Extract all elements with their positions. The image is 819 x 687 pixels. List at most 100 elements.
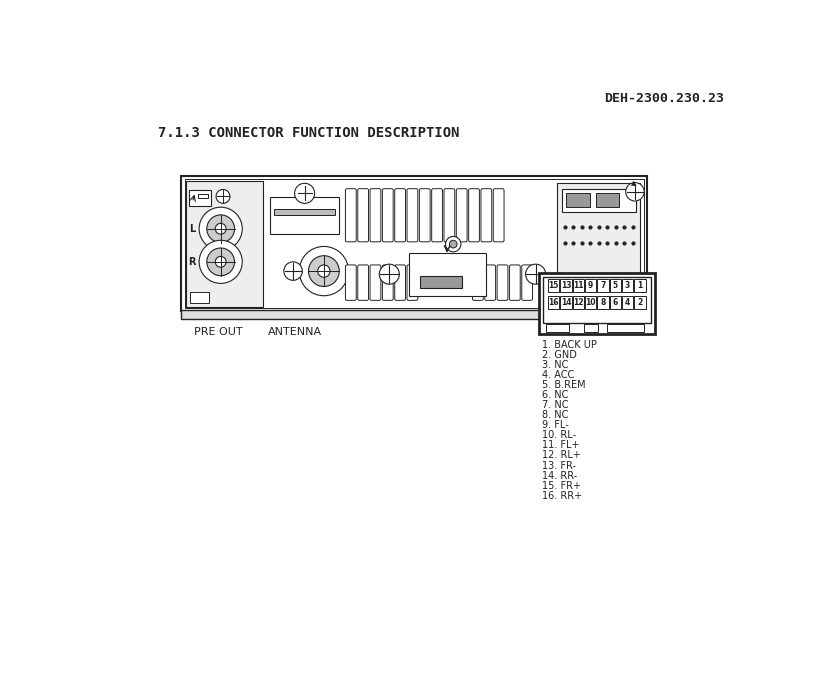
FancyBboxPatch shape [522,265,532,300]
Text: 14. RR-: 14. RR- [542,471,577,480]
FancyBboxPatch shape [407,265,418,300]
Text: 7. NC: 7. NC [542,401,568,410]
Text: 16: 16 [549,297,559,307]
Circle shape [318,265,330,278]
Circle shape [626,285,645,304]
Text: 2. GND: 2. GND [542,350,577,361]
Bar [585,279,596,292]
FancyBboxPatch shape [468,189,479,242]
Text: L: L [189,224,195,234]
Bar [567,193,590,207]
Bar [584,324,598,332]
Bar [562,189,636,212]
Bar [182,311,647,319]
Bar [560,279,572,292]
FancyBboxPatch shape [509,265,520,300]
Text: 15: 15 [549,281,559,290]
Bar [634,279,645,292]
Text: 14: 14 [561,297,572,307]
Text: 1: 1 [637,281,643,290]
Circle shape [207,215,234,243]
FancyBboxPatch shape [444,189,455,242]
Text: 16. RR+: 16. RR+ [542,491,582,501]
Text: 2: 2 [637,297,643,307]
Text: 8. NC: 8. NC [542,410,568,420]
FancyBboxPatch shape [346,189,356,242]
FancyBboxPatch shape [419,189,430,242]
Bar [186,181,263,306]
Circle shape [216,190,230,203]
Bar [560,295,572,309]
Circle shape [215,256,226,267]
FancyBboxPatch shape [382,189,393,242]
Text: PRE OUT: PRE OUT [194,326,242,337]
Bar [557,183,640,305]
Bar [597,295,609,309]
Bar [548,279,559,292]
Text: 13: 13 [561,281,572,290]
Bar [409,254,486,295]
Bar [609,279,621,292]
Text: 3. NC: 3. NC [542,361,568,370]
Bar [184,179,645,308]
Text: 8: 8 [600,297,606,307]
Text: R: R [188,257,196,267]
Text: 12: 12 [573,297,584,307]
Circle shape [626,183,645,201]
FancyBboxPatch shape [473,265,483,300]
Bar [634,295,645,309]
Bar [609,295,621,309]
Text: 9: 9 [588,281,593,290]
Text: 11: 11 [573,281,584,290]
Text: 5. B.REM: 5. B.REM [542,381,586,390]
Bar [274,209,336,215]
Circle shape [526,264,545,284]
Circle shape [299,247,349,295]
Text: 1. BACK UP: 1. BACK UP [542,340,597,350]
Text: 10: 10 [586,297,596,307]
Text: DEH-2300.230.23: DEH-2300.230.23 [604,91,724,104]
Text: 12. RL+: 12. RL+ [542,451,581,460]
FancyBboxPatch shape [481,189,491,242]
Text: 6. NC: 6. NC [542,390,568,401]
FancyBboxPatch shape [358,189,369,242]
Bar [545,324,568,332]
Text: 7: 7 [600,281,606,290]
Bar [540,273,655,335]
Circle shape [284,262,302,280]
Text: 4. ACC: 4. ACC [542,370,574,381]
Text: ANTENNA: ANTENNA [269,326,323,337]
Circle shape [379,264,400,284]
Bar [622,279,633,292]
Bar [586,286,606,300]
Text: 10. RL-: 10. RL- [542,431,576,440]
FancyBboxPatch shape [485,265,495,300]
FancyBboxPatch shape [395,265,405,300]
Text: ▲: ▲ [631,180,636,186]
Text: 3: 3 [625,281,631,290]
FancyBboxPatch shape [346,265,356,300]
FancyBboxPatch shape [493,189,504,242]
Text: 11. FL+: 11. FL+ [542,440,579,451]
Bar [597,279,609,292]
FancyBboxPatch shape [395,189,405,242]
Text: 7.1.3 CONNECTOR FUNCTION DESCRIPTION: 7.1.3 CONNECTOR FUNCTION DESCRIPTION [158,126,459,140]
Bar [182,177,647,311]
Text: 5: 5 [613,281,618,290]
Circle shape [295,183,314,203]
Circle shape [450,240,457,248]
FancyBboxPatch shape [456,189,467,242]
Circle shape [199,240,242,284]
Bar [585,295,596,309]
Circle shape [199,207,242,250]
Bar [548,295,559,309]
FancyBboxPatch shape [370,265,381,300]
Circle shape [215,223,226,234]
Bar [198,194,207,198]
Bar [189,190,210,205]
Circle shape [207,248,234,275]
FancyBboxPatch shape [382,265,393,300]
Bar [611,286,631,300]
Bar [190,292,209,304]
Bar [607,324,645,332]
